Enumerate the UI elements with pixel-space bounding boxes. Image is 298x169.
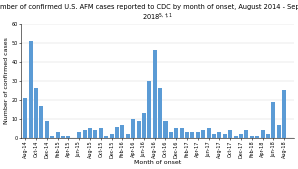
Bar [164, 121, 167, 138]
Bar [77, 132, 81, 138]
Bar [260, 130, 265, 138]
Bar [158, 88, 162, 138]
Bar [190, 132, 195, 138]
Bar [93, 130, 97, 138]
Bar [218, 132, 221, 138]
Bar [239, 134, 243, 138]
X-axis label: Month of onset: Month of onset [134, 160, 181, 165]
Y-axis label: Number of confirmed cases: Number of confirmed cases [4, 37, 9, 124]
Bar [174, 128, 178, 138]
Title: Number of confirmed U.S. AFM cases reported to CDC by month of onset, August 201: Number of confirmed U.S. AFM cases repor… [0, 4, 298, 23]
Bar [180, 128, 184, 138]
Bar [277, 125, 281, 138]
Bar [271, 102, 275, 138]
Bar [110, 134, 114, 138]
Bar [142, 113, 146, 138]
Bar [196, 132, 200, 138]
Bar [228, 130, 232, 138]
Bar [266, 134, 270, 138]
Bar [201, 130, 205, 138]
Bar [169, 132, 173, 138]
Bar [282, 90, 286, 138]
Bar [83, 130, 87, 138]
Bar [126, 134, 130, 138]
Bar [131, 119, 135, 138]
Bar [223, 134, 227, 138]
Bar [88, 128, 92, 138]
Bar [29, 41, 33, 138]
Bar [255, 136, 259, 138]
Bar [50, 136, 54, 138]
Bar [136, 121, 141, 138]
Bar [104, 136, 108, 138]
Bar [45, 121, 49, 138]
Bar [39, 106, 44, 138]
Bar [23, 98, 27, 138]
Bar [120, 125, 124, 138]
Bar [153, 50, 157, 138]
Bar [99, 128, 103, 138]
Bar [207, 128, 211, 138]
Bar [34, 88, 38, 138]
Bar [185, 132, 189, 138]
Bar [250, 136, 254, 138]
Bar [234, 136, 238, 138]
Bar [56, 132, 60, 138]
Bar [147, 81, 151, 138]
Bar [66, 136, 70, 138]
Bar [61, 136, 65, 138]
Bar [115, 127, 119, 138]
Bar [212, 134, 216, 138]
Bar [244, 130, 249, 138]
